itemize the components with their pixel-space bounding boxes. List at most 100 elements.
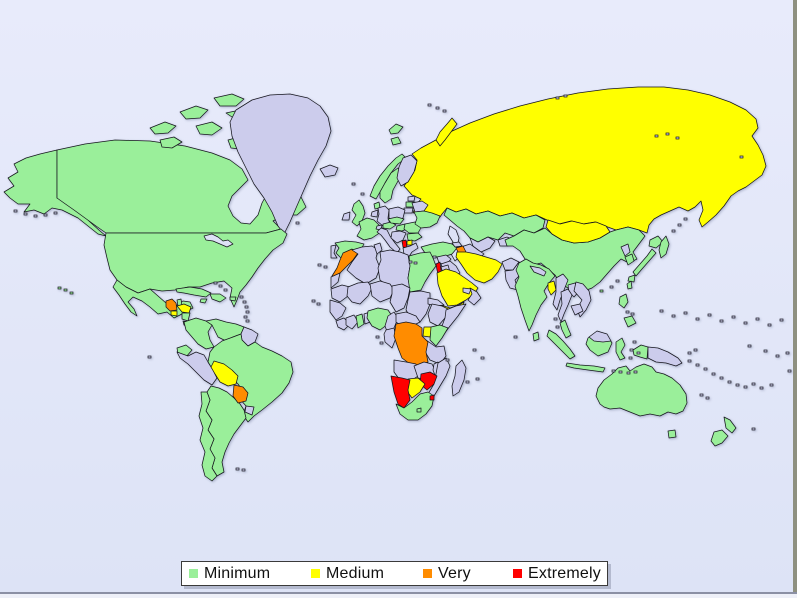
region-madagascar[interactable] — [451, 359, 467, 397]
region-iceland[interactable] — [319, 164, 339, 178]
region-japan-honshu[interactable] — [632, 248, 657, 277]
region-iran[interactable] — [455, 251, 503, 284]
region-algeria[interactable] — [346, 245, 381, 285]
region-lesotho[interactable] — [416, 407, 422, 413]
region-uruguay[interactable] — [244, 405, 255, 416]
region-sweden[interactable] — [379, 167, 403, 204]
region-kenya[interactable] — [429, 324, 449, 347]
region-finland[interactable] — [396, 154, 418, 187]
region-japan-kyushu[interactable] — [627, 274, 636, 283]
region-honduras[interactable] — [176, 303, 192, 314]
region-namibia[interactable] — [390, 375, 411, 409]
region-france[interactable] — [356, 217, 383, 241]
region-uae[interactable] — [462, 287, 472, 295]
region-bulgaria[interactable] — [406, 232, 423, 242]
region-lithuania[interactable] — [403, 207, 414, 214]
island-speck — [242, 300, 247, 304]
region-tasmania[interactable] — [667, 429, 677, 439]
region-malaysia-peninsula[interactable] — [559, 319, 572, 339]
region-canada-arctic-island-3[interactable] — [213, 93, 245, 107]
region-canada-arctic-island-1[interactable] — [149, 121, 177, 135]
region-hispaniola[interactable] — [209, 293, 227, 303]
region-ireland[interactable] — [341, 211, 351, 221]
region-new-zealand-north[interactable] — [723, 416, 737, 434]
region-greenland[interactable] — [229, 93, 332, 235]
region-austria[interactable] — [382, 221, 397, 230]
region-egypt[interactable] — [407, 251, 437, 293]
region-estonia[interactable] — [407, 195, 416, 202]
region-south-korea[interactable] — [624, 253, 635, 266]
region-balkans-west[interactable] — [390, 230, 407, 244]
region-taiwan[interactable] — [626, 280, 633, 290]
region-sri-lanka[interactable] — [532, 331, 540, 342]
region-sulawesi[interactable] — [615, 337, 626, 361]
region-oman[interactable] — [467, 287, 482, 306]
region-canada-arctic-island-2[interactable] — [179, 105, 209, 120]
region-cuba[interactable] — [175, 286, 212, 298]
region-chad[interactable] — [389, 283, 411, 313]
island-speck — [427, 103, 432, 107]
region-chile[interactable] — [198, 391, 218, 482]
region-thailand[interactable] — [557, 288, 573, 323]
region-cambodia[interactable] — [570, 303, 584, 316]
island-speck — [659, 309, 664, 313]
region-guatemala[interactable] — [165, 298, 178, 312]
region-svalbard-2[interactable] — [390, 136, 402, 146]
region-somalia[interactable] — [441, 303, 467, 335]
region-borneo-malaysia[interactable] — [588, 330, 612, 343]
island-speck — [683, 311, 688, 315]
region-macedonia[interactable] — [406, 239, 413, 246]
region-philippines-luzon[interactable] — [618, 293, 629, 309]
region-congo-gabon[interactable] — [383, 327, 397, 349]
region-south-africa[interactable] — [395, 391, 435, 421]
region-novaya-zemlya[interactable] — [435, 117, 458, 147]
region-ethiopia[interactable] — [427, 303, 451, 327]
region-senegal-guinea[interactable] — [329, 299, 347, 321]
region-new-zealand-south[interactable] — [710, 429, 729, 447]
island-speck — [147, 355, 152, 359]
region-north-korea[interactable] — [620, 243, 631, 257]
region-myanmar[interactable] — [552, 273, 569, 311]
region-nepal[interactable] — [529, 265, 547, 277]
region-sakhalin[interactable] — [658, 235, 670, 259]
region-canada-arctic-island-5[interactable] — [159, 136, 183, 149]
region-portugal[interactable] — [330, 244, 338, 259]
region-colombia[interactable] — [183, 317, 215, 350]
region-drc[interactable] — [393, 321, 429, 367]
region-swaziland[interactable] — [429, 394, 435, 401]
region-ghana[interactable] — [355, 313, 365, 329]
region-ivory-coast[interactable] — [345, 314, 359, 330]
region-canada-arctic-island-4[interactable] — [195, 121, 223, 136]
legend-item-very: Very — [416, 565, 506, 583]
region-bangladesh[interactable] — [547, 280, 557, 296]
region-jamaica[interactable] — [199, 298, 208, 304]
region-western-sahara[interactable] — [330, 272, 341, 289]
region-benelux[interactable] — [370, 209, 379, 218]
region-philippines-mindanao[interactable] — [623, 315, 637, 328]
region-new-guinea-west[interactable] — [632, 344, 649, 360]
region-bolivia[interactable] — [210, 360, 239, 387]
region-great-lakes[interactable] — [203, 233, 234, 248]
region-tunisia[interactable] — [373, 242, 383, 255]
region-belarus[interactable] — [411, 200, 429, 213]
island-speck — [683, 217, 688, 221]
region-niger[interactable] — [369, 280, 395, 303]
region-papua-new-guinea[interactable] — [647, 346, 683, 367]
region-puerto-rico[interactable] — [229, 296, 237, 302]
region-sumatra[interactable] — [546, 329, 576, 360]
island-speck — [625, 310, 630, 314]
region-india[interactable] — [514, 258, 556, 332]
region-australia[interactable] — [595, 363, 688, 417]
region-nicaragua[interactable] — [181, 312, 191, 322]
region-java[interactable] — [565, 362, 606, 373]
region-mali[interactable] — [346, 281, 373, 305]
island-speck — [695, 317, 700, 321]
region-svalbard-1[interactable] — [388, 123, 404, 135]
region-el-salvador[interactable] — [170, 310, 178, 317]
region-japan-hokkaido[interactable] — [648, 235, 664, 249]
region-ukraine[interactable] — [413, 210, 441, 229]
region-mongolia[interactable] — [545, 219, 611, 244]
region-paraguay[interactable] — [232, 384, 249, 404]
island-speck — [731, 315, 736, 319]
region-czech-slovakia[interactable] — [387, 216, 405, 225]
